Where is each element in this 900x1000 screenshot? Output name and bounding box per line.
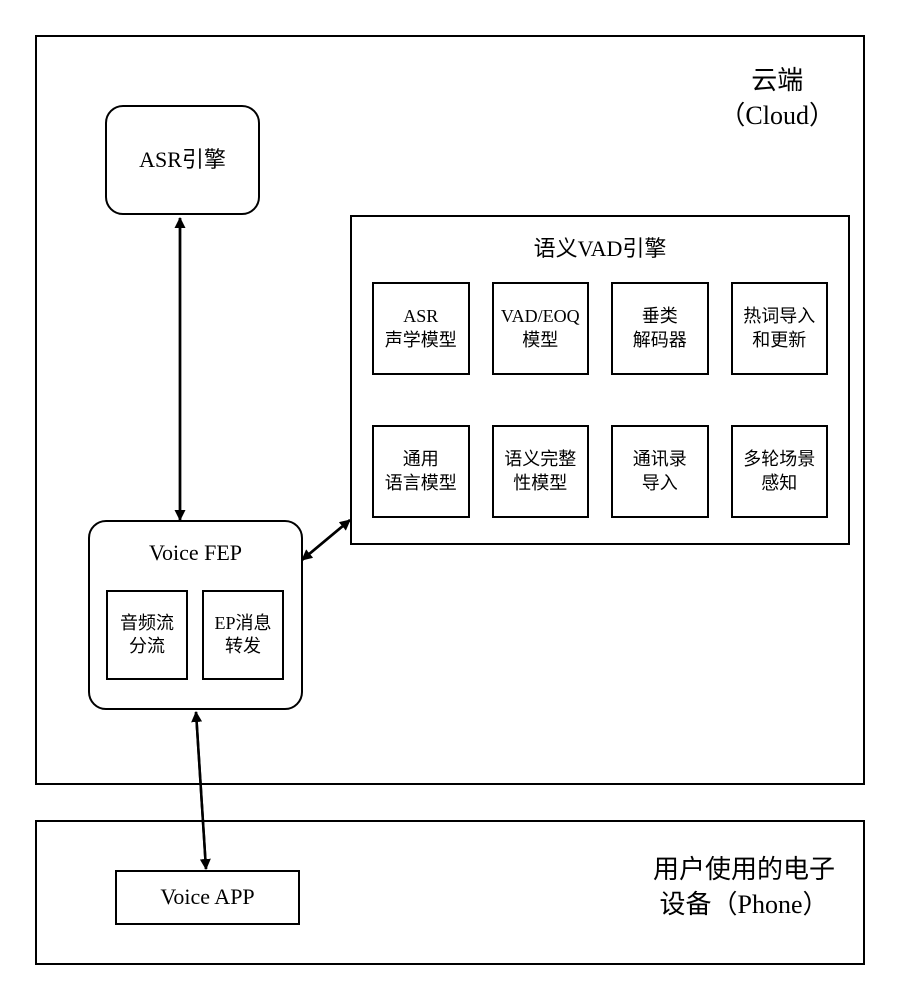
vad-modules-grid: ASR声学模型VAD/EOQ模型垂类解码器热词导入和更新通用语言模型语义完整性模… xyxy=(372,282,828,518)
cloud-title: 云端 （Cloud） xyxy=(719,63,835,133)
vad-module: 热词导入和更新 xyxy=(731,282,829,375)
vad-module: VAD/EOQ模型 xyxy=(492,282,590,375)
diagram-canvas: 云端 （Cloud） ASR引擎 语义VAD引擎 ASR声学模型VAD/EOQ模… xyxy=(20,20,880,980)
vad-module: 语义完整性模型 xyxy=(492,425,590,518)
vad-module: ASR声学模型 xyxy=(372,282,470,375)
voice-fep-sub: EP消息转发 xyxy=(202,590,284,680)
vad-module: 多轮场景感知 xyxy=(731,425,829,518)
voice-fep-sub: 音频流分流 xyxy=(106,590,188,680)
asr-engine-node: ASR引擎 xyxy=(105,105,260,215)
phone-title: 用户使用的电子 设备（Phone） xyxy=(653,852,835,922)
voice-app-label: Voice APP xyxy=(160,883,254,912)
voice-fep-title: Voice FEP xyxy=(90,540,301,566)
vad-engine-title: 语义VAD引擎 xyxy=(352,231,848,263)
voice-app-node: Voice APP xyxy=(115,870,300,925)
voice-fep-subs: 音频流分流EP消息转发 xyxy=(106,590,284,680)
asr-engine-label: ASR引擎 xyxy=(139,146,226,175)
vad-module: 通讯录导入 xyxy=(611,425,709,518)
vad-module: 通用语言模型 xyxy=(372,425,470,518)
vad-module: 垂类解码器 xyxy=(611,282,709,375)
